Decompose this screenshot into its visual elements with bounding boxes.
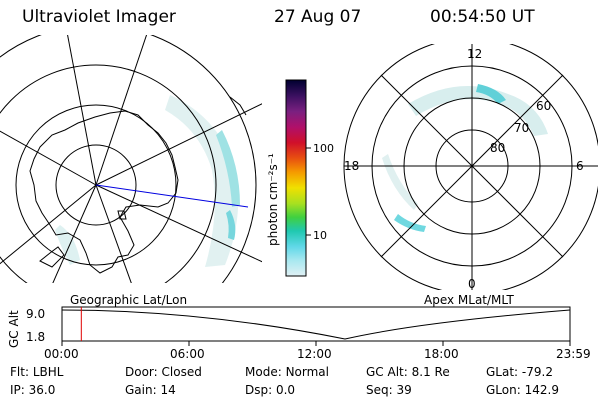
coastline-antarctica bbox=[29, 110, 179, 274]
info-glat: GLat: -79.2 bbox=[486, 365, 553, 379]
colorbar-tick-100: 100 bbox=[313, 142, 334, 155]
info-door: Door: Closed bbox=[125, 365, 202, 379]
info-mode: Mode: Normal bbox=[245, 365, 329, 379]
colorbar: 100 10 photon cm⁻²s⁻¹ bbox=[266, 79, 334, 277]
info-dsp: Dsp: 0.0 bbox=[245, 383, 296, 397]
lat-circle bbox=[0, 35, 257, 283]
altitude-curve bbox=[61, 309, 571, 340]
timeline-xtick: 06:00 bbox=[170, 347, 205, 361]
timeline-xtick: 12:00 bbox=[297, 347, 332, 361]
aurora-emission-left bbox=[55, 95, 240, 267]
colorbar-tick-10: 10 bbox=[313, 229, 327, 242]
mlt-label-6: 6 bbox=[576, 159, 584, 173]
lat-circle bbox=[15, 104, 177, 266]
timeline-xtick: 00:00 bbox=[44, 347, 79, 361]
timeline-ylabel: GC Alt bbox=[7, 310, 21, 348]
mlt-label-18: 18 bbox=[344, 159, 359, 173]
aurora-emission-right bbox=[382, 84, 548, 232]
lat-circle bbox=[55, 144, 137, 226]
mlt-label-0: 0 bbox=[468, 277, 476, 290]
observation-time: 00:54:50 UT bbox=[430, 7, 535, 27]
satellite-track bbox=[95, 184, 249, 208]
info-flt: Flt: LBHL bbox=[10, 365, 64, 379]
geographic-map bbox=[0, 35, 262, 283]
mlat-label-60: 60 bbox=[536, 99, 551, 113]
mlat-label-80: 80 bbox=[490, 141, 505, 155]
magnetic-map-caption: Apex MLat/MLT bbox=[424, 293, 514, 307]
timeline-ytick-low: 1.8 bbox=[26, 330, 45, 344]
info-gc-alt: GC Alt: 8.1 Re bbox=[366, 365, 450, 379]
info-glon: GLon: 142.9 bbox=[486, 383, 559, 397]
info-ip: IP: 36.0 bbox=[10, 383, 56, 397]
timeline-ytick-high: 9.0 bbox=[26, 307, 45, 321]
info-gain: Gain: 14 bbox=[125, 383, 176, 397]
colorbar-unit-label: photon cm⁻²s⁻¹ bbox=[266, 153, 280, 246]
instrument-title: Ultraviolet Imager bbox=[22, 7, 176, 27]
geographic-map-caption: Geographic Lat/Lon bbox=[70, 293, 188, 307]
timeline-xtick: 23:59 bbox=[556, 347, 591, 361]
info-seq: Seq: 39 bbox=[366, 383, 412, 397]
colorbar-scale bbox=[285, 79, 307, 277]
magnetic-map: 12 18 6 0 60 70 80 bbox=[343, 44, 598, 290]
mlt-label-12: 12 bbox=[467, 47, 482, 61]
mlat-label-70: 70 bbox=[514, 121, 529, 135]
observation-date: 27 Aug 07 bbox=[274, 7, 362, 27]
timeline-xtick: 18:00 bbox=[424, 347, 459, 361]
altitude-timeline: GC Alt 9.0 1.8 00:00 06:00 12:00 18:00 2… bbox=[7, 306, 591, 361]
lat-circle bbox=[0, 64, 217, 283]
